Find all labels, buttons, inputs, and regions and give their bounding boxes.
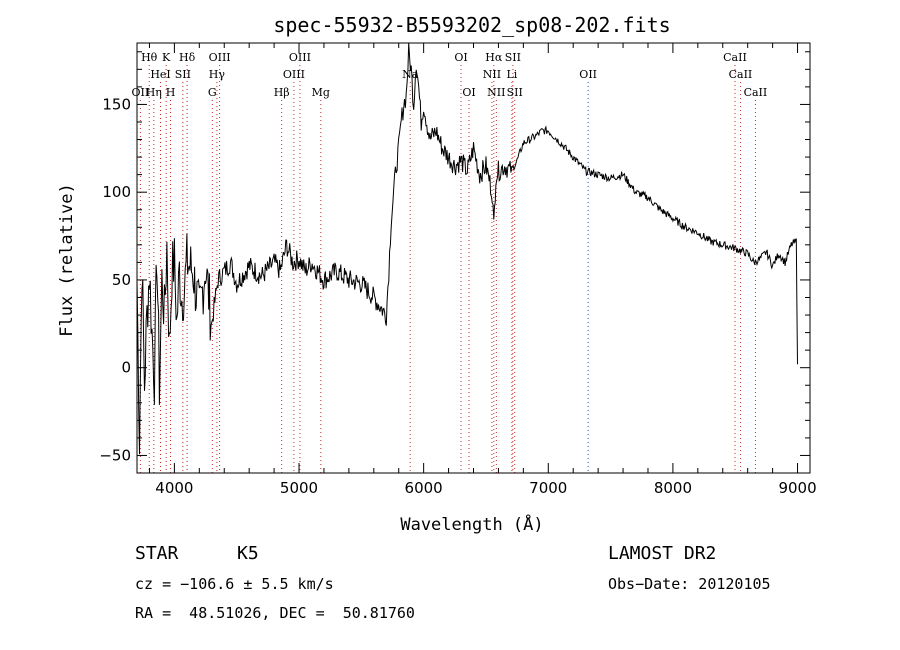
line-marker-label: NII [483,68,501,81]
line-marker-label: CaII [729,68,753,81]
x-tick-label: 8000 [654,479,692,497]
x-tick-label: 5000 [280,479,318,497]
line-marker-label: OIII [289,51,311,64]
line-marker-label: OIII [283,68,305,81]
y-tick-label: −50 [99,446,131,464]
x-axis-label: Wavelength (Å) [400,513,543,535]
axis-ticks [137,43,810,473]
line-marker-label: NII [487,86,505,99]
spectrum-line [136,42,798,455]
y-axis-label: Flux (relative) [57,183,77,337]
line-marker-label: Li [506,68,517,81]
x-tick-label: 4000 [155,479,193,497]
line-marker-label: Mg [312,86,330,99]
line-marker-label: CaII [723,51,747,64]
line-marker-label: Hα [485,51,503,64]
x-tick-label: 6000 [405,479,443,497]
x-tick-label: 7000 [529,479,567,497]
y-tick-label: 150 [102,95,131,113]
chart-title: spec-55932-B5593202_sp08-202.fits [273,13,670,37]
line-marker-label: Hθ [141,51,158,64]
line-marker-label: SII [507,86,523,99]
survey-label: LAMOST DR2 [608,543,717,564]
subclass-label: K5 [237,543,259,564]
line-marker-label: HeI [150,68,170,81]
redshift-text: cz = −106.6 ± 5.5 km/s [135,575,334,593]
coordinates-text: RA = 48.51026, DEC = 50.81760 [135,604,415,622]
obs-date-text: Obs−Date: 20120105 [608,575,771,593]
line-marker-label: Hη [146,86,162,99]
line-marker-label: OIII [209,51,231,64]
line-marker-label: Na [402,68,419,81]
x-tick-label: 9000 [778,479,816,497]
line-marker-label: K [162,51,171,64]
line-marker-label: SII [175,68,191,81]
class-label: STAR [135,543,179,564]
y-tick-label: 50 [112,271,131,289]
line-marker-label: Hγ [209,68,226,81]
line-marker-label: CaII [744,86,768,99]
line-marker-label: Hβ [274,86,290,99]
line-marker-label: OI [462,86,475,99]
line-marker-label: OII [132,86,150,99]
plot-frame [136,42,811,474]
y-tick-label: 100 [102,183,131,201]
line-marker-label: Hδ [179,51,196,64]
line-marker-label: OII [579,68,597,81]
line-marker-label: H [166,86,176,99]
y-tick-label: 0 [121,359,131,377]
axis-tick-labels: 4000 5000 6000 7000 8000 9000 −50 0 50 100 150 [99,95,816,497]
line-marker-label: G [208,86,217,99]
line-marker-label: SII [505,51,521,64]
line-marker-label: OI [454,51,467,64]
